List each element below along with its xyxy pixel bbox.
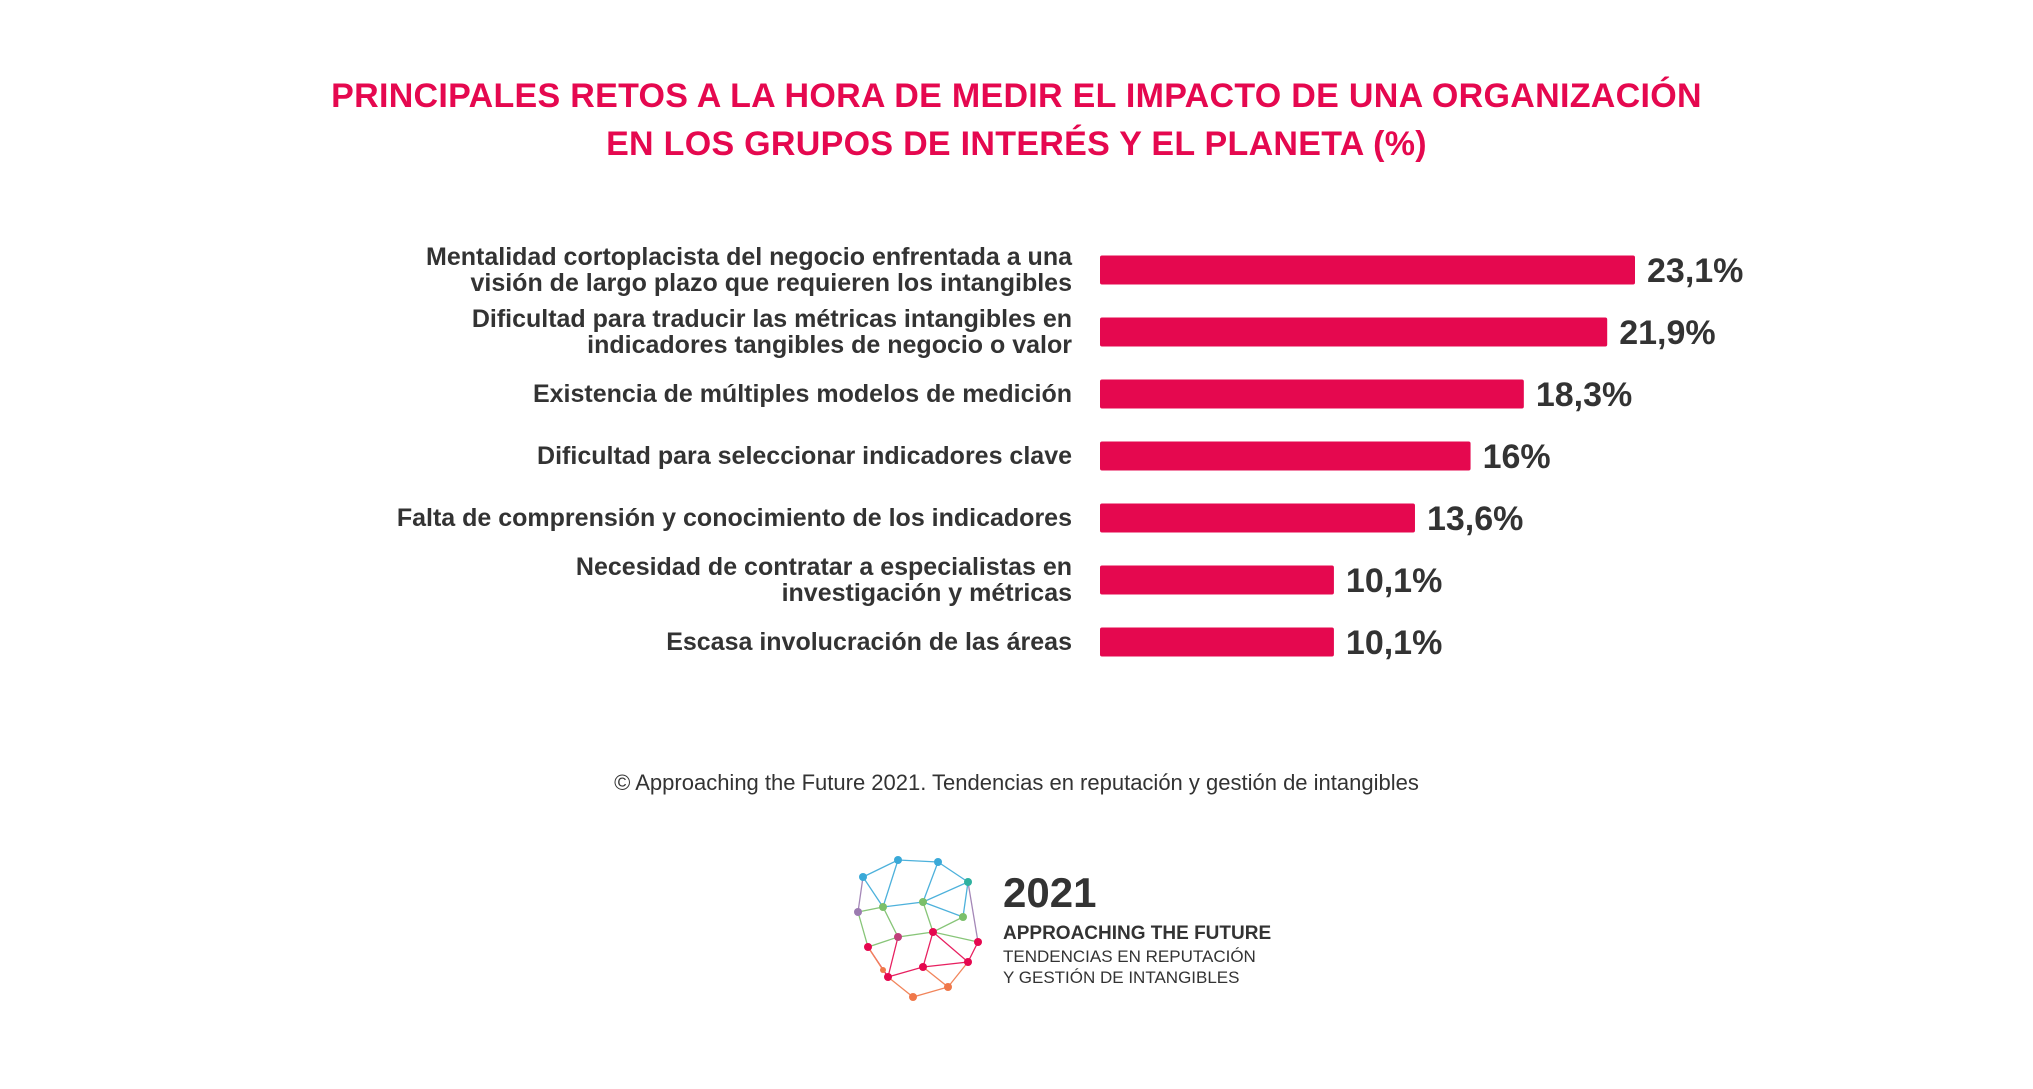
value-label-2: 21,9%: [1619, 314, 1715, 352]
logo-year: 2021: [1003, 869, 1097, 916]
bar-5: [1100, 503, 1415, 533]
value-label-3: 18,3%: [1536, 376, 1632, 414]
chart-title: PRINCIPALES RETOS A LA HORA DE MEDIR EL …: [0, 72, 2033, 168]
category-label-6-line-2: investigación y métricas: [782, 579, 1072, 607]
value-label-1: 23,1%: [1647, 252, 1743, 290]
logo-text: 2021 APPROACHING THE FUTURE TENDENCIAS E…: [1003, 870, 1271, 988]
category-label-7-line-1: Escasa involucración de las áreas: [666, 628, 1072, 656]
chart-title-line-2: EN LOS GRUPOS DE INTERÉS Y EL PLANETA (%…: [606, 125, 1427, 163]
value-label-4: 16%: [1483, 438, 1551, 476]
bar-3: [1100, 379, 1524, 409]
chart-title-line-1: PRINCIPALES RETOS A LA HORA DE MEDIR EL …: [331, 77, 1702, 115]
category-label-5-line-1: Falta de comprensión y conocimiento de l…: [397, 504, 1072, 532]
category-label-4-line-1: Dificultad para seleccionar indicadores …: [537, 442, 1072, 470]
globe-network-logo-icon: [854, 856, 982, 1001]
logo-subtitle-line-1: TENDENCIAS EN REPUTACIÓN: [1003, 947, 1256, 966]
category-label-1-line-2: visión de largo plazo que requieren los …: [470, 269, 1072, 297]
bar-6: [1100, 565, 1334, 595]
category-label-2-line-2: indicadores tangibles de negocio o valor: [587, 331, 1072, 359]
category-label-1-line-1: Mentalidad cortoplacista del negocio enf…: [426, 243, 1073, 271]
logo-subtitle-line-2: Y GESTIÓN DE INTANGIBLES: [1003, 968, 1240, 987]
bar-7: [1100, 627, 1334, 657]
bar-1: [1100, 255, 1635, 285]
value-label-6: 10,1%: [1346, 562, 1442, 600]
bar-4: [1100, 441, 1471, 471]
source-caption: © Approaching the Future 2021. Tendencia…: [614, 770, 1419, 795]
category-label-2-line-1: Dificultad para traducir las métricas in…: [472, 305, 1072, 333]
category-label-3-line-1: Existencia de múltiples modelos de medic…: [533, 380, 1072, 408]
bar-chart: 23,1% Mentalidad cortoplacista del negoci…: [397, 243, 1744, 662]
value-label-7: 10,1%: [1346, 624, 1442, 662]
category-label-6-line-1: Necesidad de contratar a especialistas e…: [576, 553, 1072, 581]
bar-2: [1100, 317, 1608, 347]
value-label-5: 13,6%: [1427, 500, 1523, 538]
logo-name: APPROACHING THE FUTURE: [1003, 923, 1272, 944]
